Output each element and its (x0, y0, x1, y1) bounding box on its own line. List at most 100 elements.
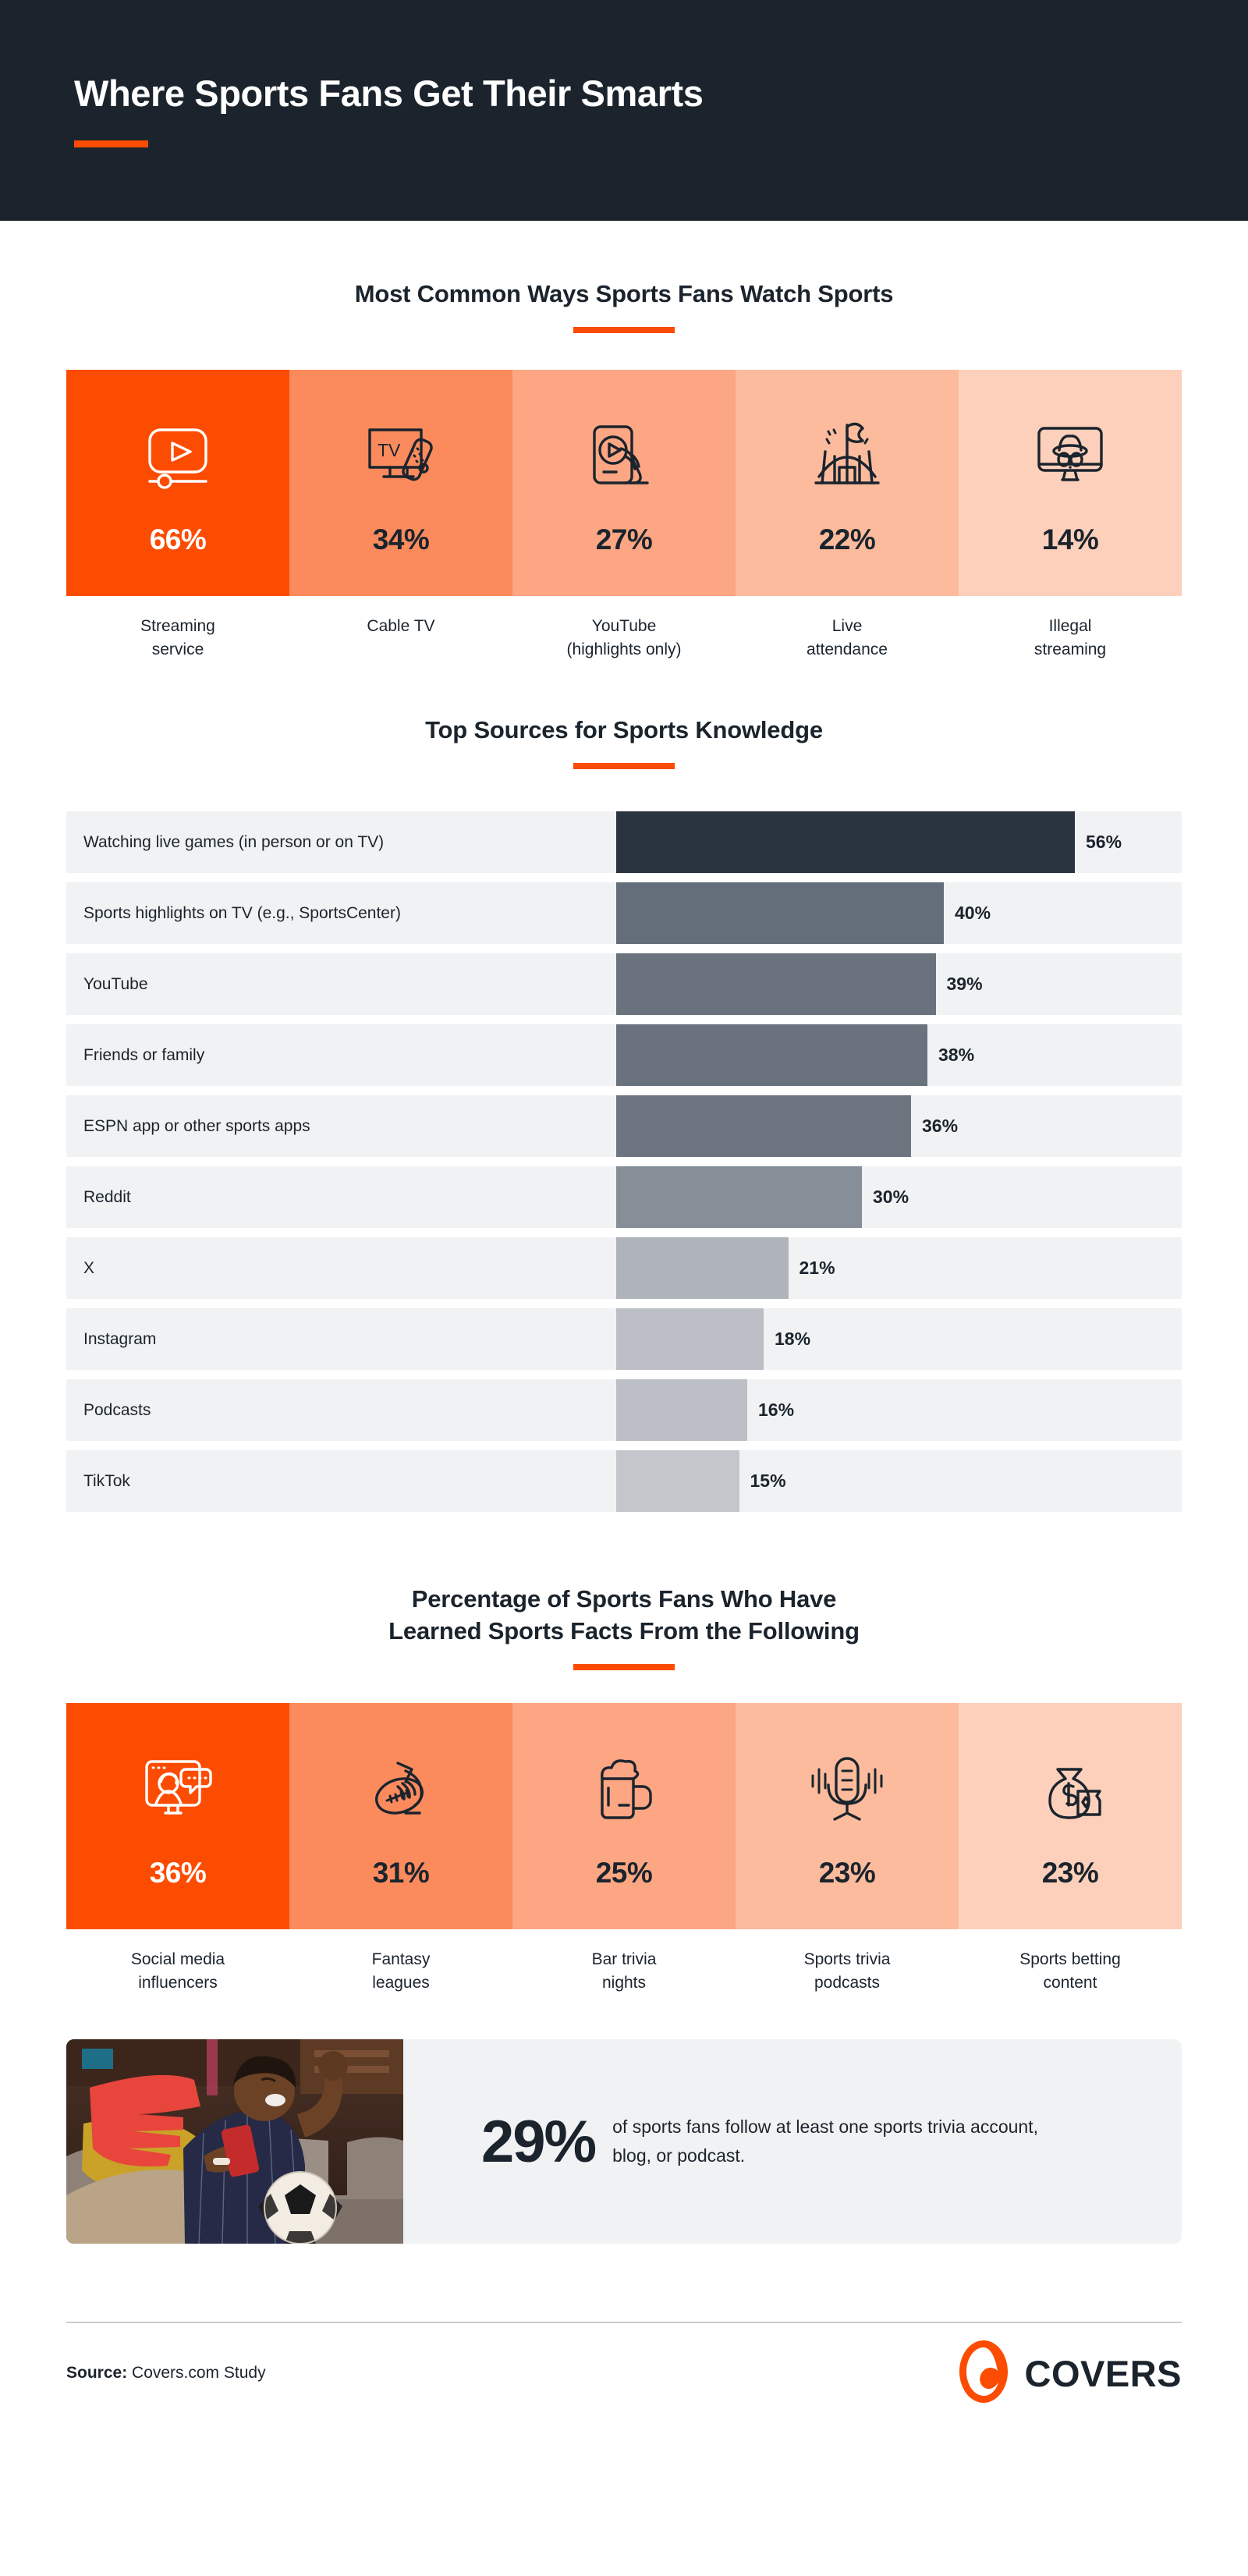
play-screen-icon (139, 410, 217, 503)
stat-description: of sports fans follow at least one sport… (612, 2117, 1039, 2166)
microphone-icon (808, 1743, 886, 1836)
stat-tile: 14% (959, 370, 1182, 597)
tile-label: YouTube (highlights only) (512, 596, 736, 662)
tile-column: 22% Live attendance (736, 370, 959, 662)
bar-value-label: 36% (922, 1116, 959, 1137)
page-title: Where Sports Fans Get Their Smarts (74, 72, 704, 114)
bar-value-label: 15% (750, 1471, 786, 1492)
tile-label-line: podcasts (814, 1973, 881, 1992)
section2-heading-block: Top Sources for Sports Knowledge (0, 715, 1248, 770)
tile-percentage: 23% (1041, 1856, 1099, 1889)
tile-label: Fantasy leagues (289, 1929, 512, 1995)
tile-label-line: content (1043, 1973, 1097, 1992)
tile-column: 36% Social media influencers (66, 1702, 289, 1995)
footer-divider (66, 2322, 1182, 2324)
tile-label-line: Illegal (1048, 617, 1092, 636)
tile-label-line: Social media (130, 1950, 225, 1968)
bar-fill (616, 882, 944, 945)
tile-label-line: Sports betting (1019, 1950, 1121, 1968)
bar-category-label: Podcasts (83, 1400, 151, 1419)
bar-category-label: TikTok (83, 1471, 130, 1490)
bar-category-label: Sports highlights on TV (e.g., SportsCen… (83, 903, 401, 922)
tile-percentage: 23% (818, 1856, 876, 1889)
bar-category-label: YouTube (83, 974, 148, 993)
tile-percentage: 25% (595, 1856, 653, 1889)
stat-number: 29% (481, 2108, 597, 2175)
tile-label-line: attendance (807, 640, 888, 659)
tile-label-line: Bar trivia (591, 1950, 657, 1968)
tile-column: 31% Fantasy leagues (289, 1702, 512, 1995)
tile-column: 23% Sports betting content (959, 1702, 1182, 1995)
stadium-flag-icon (808, 410, 886, 503)
bar-fill (616, 1166, 862, 1229)
tile-percentage: 36% (149, 1856, 207, 1889)
money-bag-icon (1031, 1743, 1109, 1836)
tile-label: Illegal streaming (959, 596, 1182, 662)
bar-category-label: ESPN app or other sports apps (83, 1116, 310, 1135)
section1-accent-rule (573, 327, 675, 334)
tile-label: Streaming service (66, 596, 289, 662)
bar-category-label: X (83, 1258, 95, 1277)
source-line: Source: Covers.com Study (66, 2364, 266, 2383)
section1-heading-block: Most Common Ways Sports Fans Watch Sport… (0, 279, 1248, 334)
bar-fill (616, 1237, 789, 1300)
svg-text:TV: TV (378, 440, 401, 460)
section3-heading-line1: Percentage of Sports Fans Who Have (411, 1585, 837, 1613)
bar-fill (616, 1450, 739, 1513)
section2-heading: Top Sources for Sports Knowledge (425, 715, 823, 743)
tile-label-line: Cable TV (367, 617, 435, 636)
bar-value-label: 21% (799, 1258, 835, 1279)
fan-photo (66, 2039, 403, 2244)
tile-label-line: Streaming (140, 617, 215, 636)
beer-mug-icon (585, 1743, 663, 1836)
covers-logo[interactable]: COVERS (956, 2339, 1182, 2408)
tile-label-line: streaming (1034, 640, 1107, 659)
bar-fill (616, 1308, 764, 1371)
bar-category-label: Instagram (83, 1329, 157, 1348)
tile-column: 27% YouTube (highlights only) (512, 370, 736, 662)
tile-percentage: 66% (149, 523, 207, 556)
bar-row: Reddit 30% (66, 1166, 1182, 1229)
sports-knowledge-bar-chart: Watching live games (in person or on TV)… (66, 811, 1182, 1513)
bar-category-label: Reddit (83, 1187, 131, 1206)
bar-fill (616, 1379, 747, 1442)
bar-row: TikTok 15% (66, 1450, 1182, 1513)
section3-accent-rule (573, 1663, 675, 1670)
bar-value-label: 40% (955, 903, 991, 924)
bar-value-label: 38% (938, 1045, 975, 1066)
bar-category-label: Friends or family (83, 1045, 205, 1064)
tile-label-line: Sports trivia (803, 1950, 891, 1968)
bar-value-label: 18% (775, 1329, 811, 1350)
stat-tile: 23% (959, 1702, 1182, 1929)
bar-row: Friends or family 38% (66, 1024, 1182, 1087)
bar-row: Instagram 18% (66, 1308, 1182, 1371)
tile-percentage: 34% (372, 523, 430, 556)
covers-logo-mark-icon (956, 2339, 1011, 2408)
tile-label-line: Fantasy (371, 1950, 431, 1968)
tile-label-line: influencers (138, 1973, 218, 1992)
monitor-person-chat-icon (139, 1743, 217, 1836)
tile-label: Social media influencers (66, 1929, 289, 1995)
bar-row: Sports highlights on TV (e.g., SportsCen… (66, 882, 1182, 945)
tile-label-line: nights (601, 1973, 647, 1992)
tile-label-line: YouTube (591, 617, 657, 636)
learned-facts-tile-row: 36% Social media influencers 31% Fantasy leag… (66, 1702, 1182, 1995)
bar-fill (616, 1024, 927, 1087)
bar-value-label: 30% (873, 1187, 909, 1208)
tile-label-line: (highlights only) (566, 640, 682, 659)
bar-value-label: 16% (758, 1400, 795, 1421)
page-header: Where Sports Fans Get Their Smarts (0, 0, 1248, 221)
bar-fill (616, 811, 1075, 874)
tile-column: 23% Sports trivia podcasts (736, 1702, 959, 1995)
stat-tile: 23% (736, 1702, 959, 1929)
bar-fill (616, 1095, 911, 1158)
tv-remote-icon: TV (362, 410, 440, 503)
tile-label: Cable TV (289, 596, 512, 638)
bar-category-label: Watching live games (in person or on TV) (83, 832, 385, 851)
tile-label-line: leagues (372, 1973, 430, 1992)
tile-percentage: 22% (818, 523, 876, 556)
section3-heading-line2: Learned Sports Facts From the Following (388, 1616, 860, 1645)
tile-column: 25% Bar trivia nights (512, 1702, 736, 1995)
bar-value-label: 56% (1086, 832, 1122, 853)
section2-accent-rule (573, 763, 675, 770)
